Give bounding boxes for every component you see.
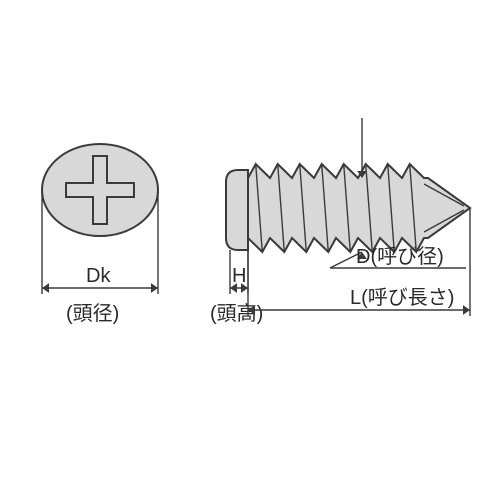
- dim-h-label: H: [232, 265, 246, 287]
- dim-d-label: D(呼び径): [356, 245, 444, 268]
- dim-l-label: L(呼び長さ): [350, 286, 454, 309]
- screw-head-side: [226, 170, 248, 250]
- dim-dk-sub: (頭径): [66, 302, 119, 325]
- screw-dimension-diagram: Dk (頭径) H (頭高) L(呼び長さ) D(呼び径): [0, 0, 500, 500]
- dim-dk-label: Dk: [86, 265, 111, 287]
- dim-h-sub: (頭高): [210, 302, 263, 325]
- head-front-view: [42, 144, 158, 236]
